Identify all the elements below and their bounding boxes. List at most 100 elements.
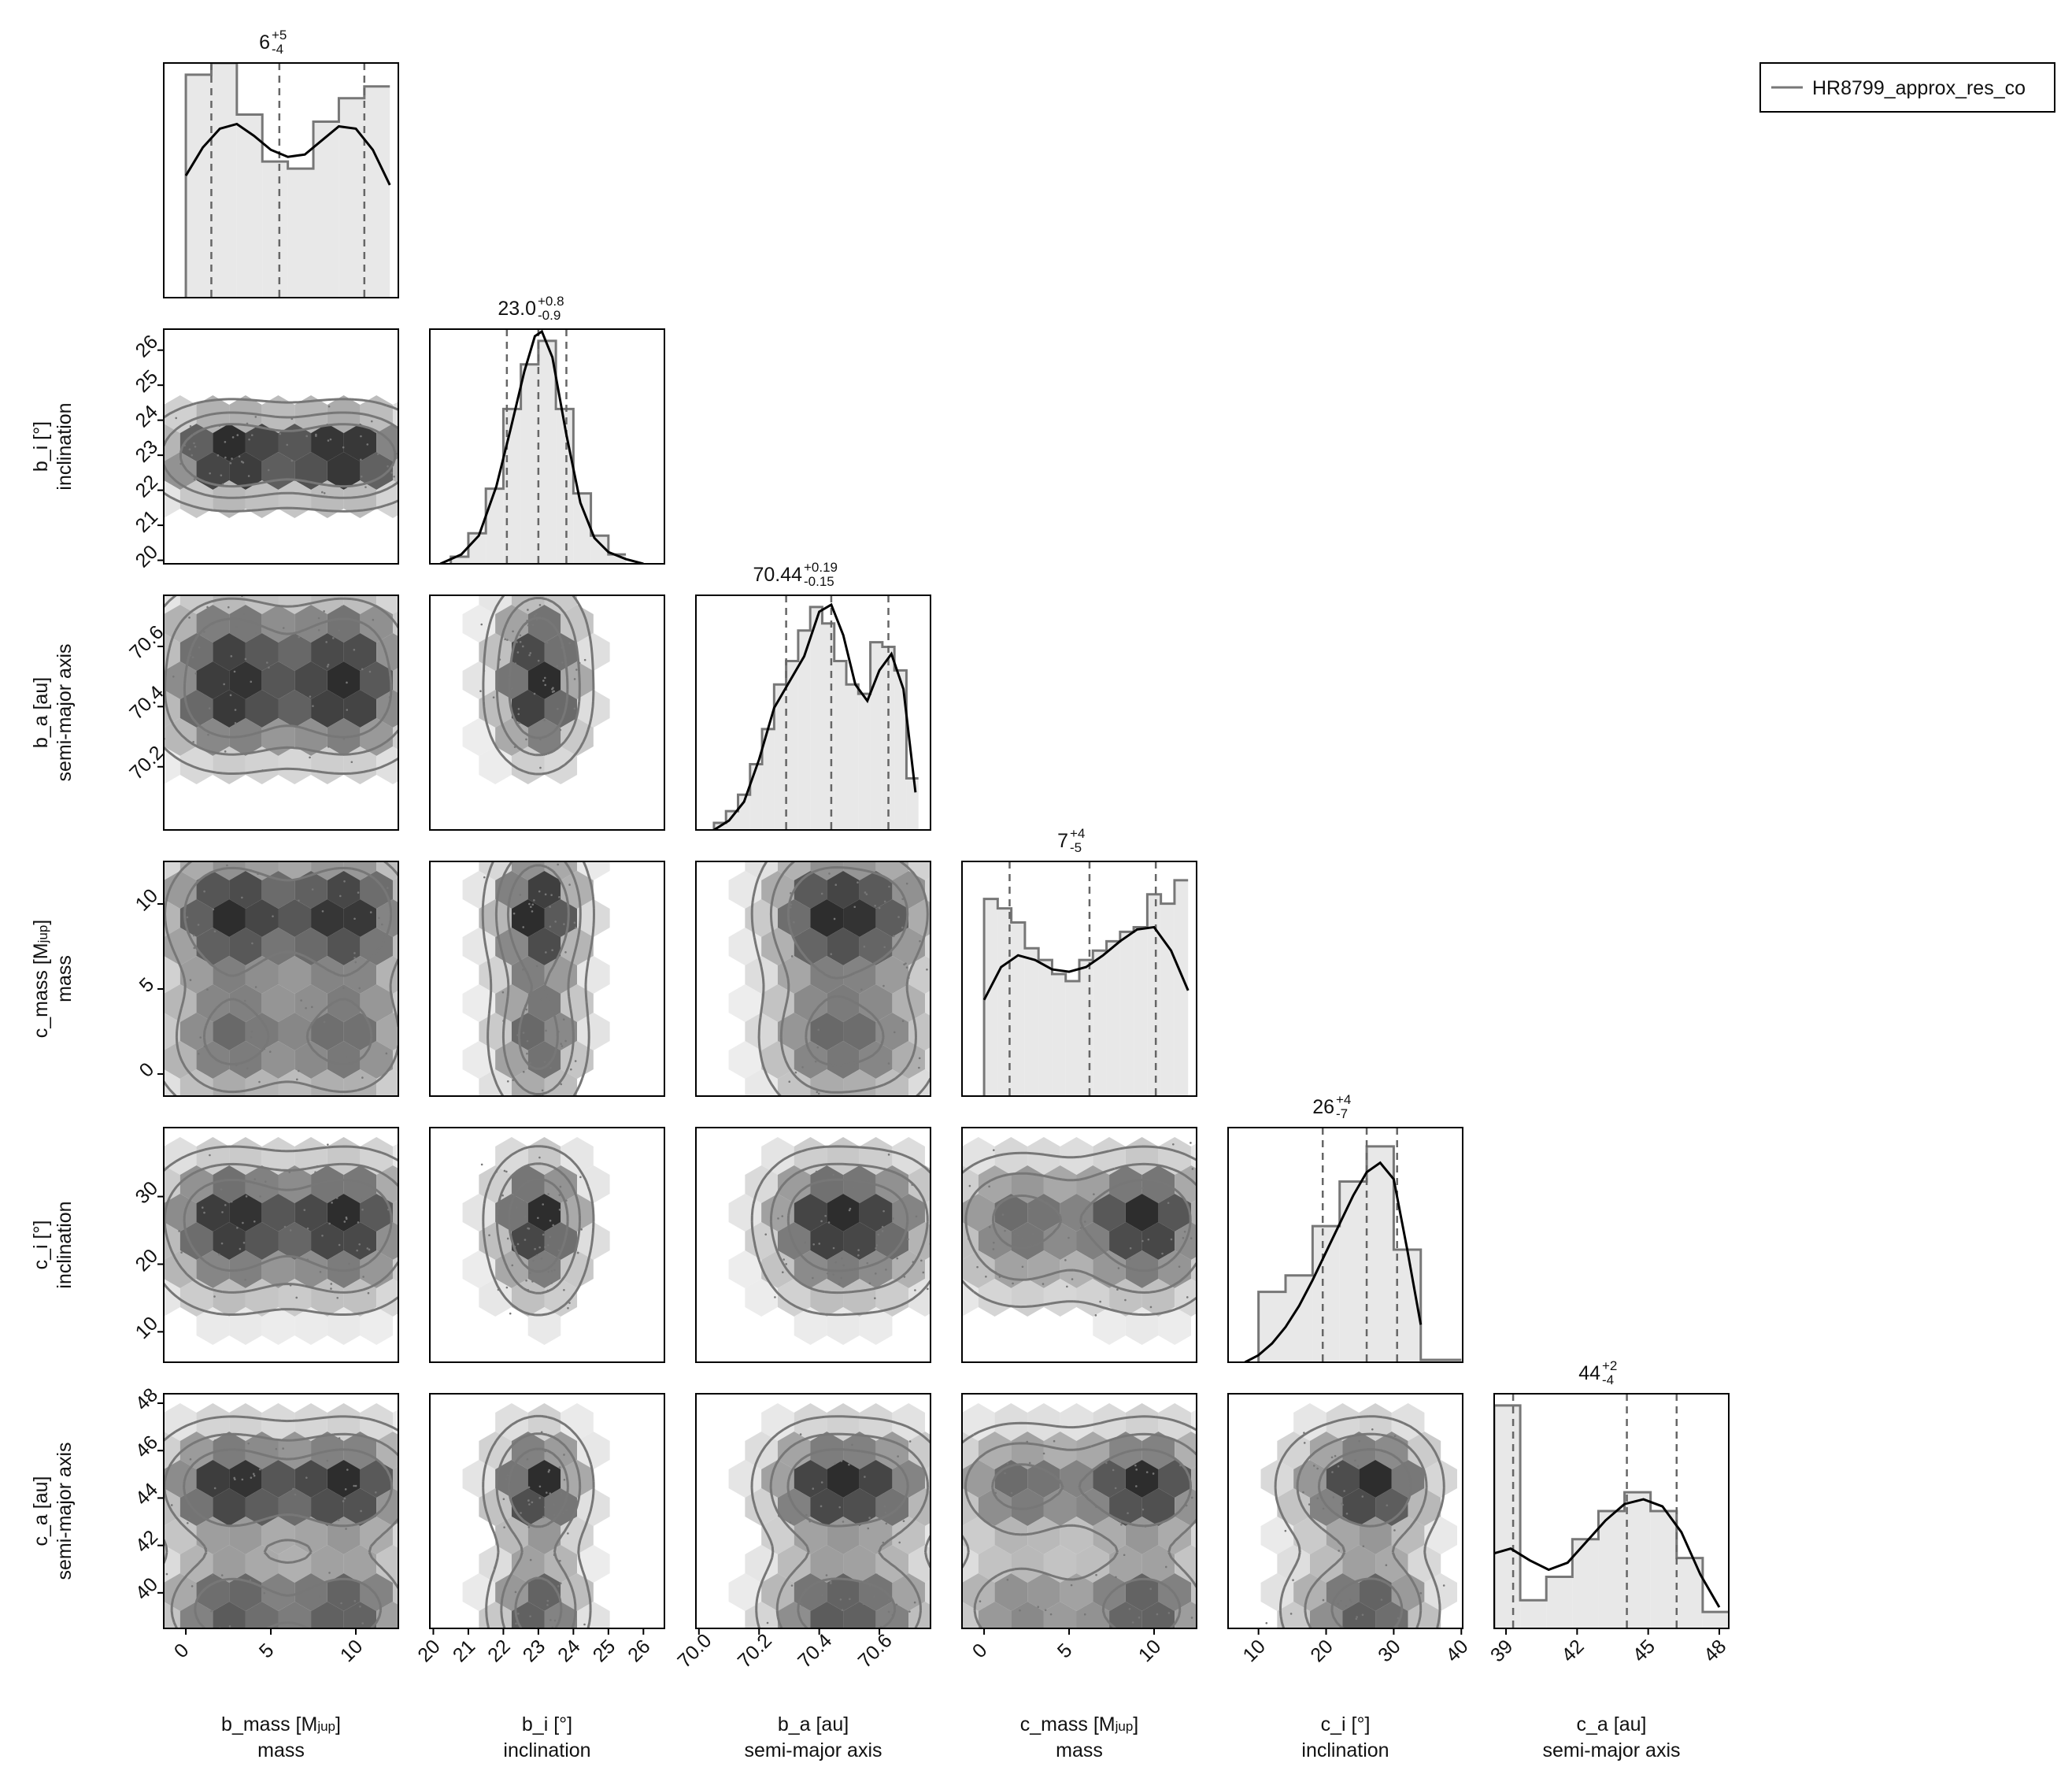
sample-point [919, 939, 921, 943]
hex-bin [311, 1013, 344, 1050]
hex-bin [777, 1069, 811, 1096]
hist-bar [906, 778, 919, 830]
kde-curve [1244, 1161, 1423, 1362]
hex-bin [577, 1602, 610, 1628]
hex-bin [1060, 1403, 1093, 1441]
sample-point [801, 1066, 804, 1069]
hex-bin [179, 690, 213, 728]
hex-bin [196, 1403, 230, 1441]
sample-point [1350, 1600, 1352, 1603]
title-median: 6 [259, 31, 270, 54]
hex-bin [278, 1279, 312, 1317]
x-axis-sublabel: mass [1056, 1739, 1103, 1761]
sample-point [812, 1276, 814, 1280]
sample-point [1334, 1454, 1337, 1458]
sample-point [902, 1520, 905, 1523]
hex-bin [1208, 1545, 1241, 1583]
sample-point [502, 1498, 505, 1501]
hex-bin [994, 1137, 1028, 1175]
hex-bin [843, 1545, 876, 1583]
sample-point [535, 1254, 538, 1257]
sample-point [286, 443, 289, 446]
sample-point [346, 709, 349, 711]
hist-bar [1650, 1511, 1677, 1628]
sample-point [1337, 1602, 1340, 1605]
sample-point [1361, 1495, 1364, 1498]
sample-point [247, 1442, 250, 1445]
sample-point [236, 1227, 239, 1229]
sample-point [343, 1497, 346, 1500]
sample-point [191, 454, 194, 457]
hist-step [982, 879, 1189, 1096]
sample-point [340, 606, 343, 609]
sample-point [563, 923, 565, 925]
sample-point [245, 1195, 248, 1198]
hex-bin [875, 899, 909, 937]
hex-bin [892, 871, 925, 909]
hex-bin [527, 928, 561, 965]
sample-point [368, 1248, 371, 1251]
x-axis-label: c_i [°] [1321, 1713, 1371, 1735]
sample-point [362, 1276, 364, 1278]
sample-point [524, 1200, 527, 1202]
sample-point [782, 1271, 784, 1274]
sample-point [1190, 1496, 1193, 1499]
sample-point [311, 888, 314, 891]
sample-point [838, 1283, 841, 1285]
sample-point [805, 1513, 808, 1517]
sample-point [233, 670, 236, 673]
x-axis-b_a: 70.0 70.2 70.4 70.6b_a [au]semi-major axis [673, 1628, 897, 1761]
sample-point [830, 953, 833, 955]
sample-point [1016, 1234, 1019, 1237]
sample-point [567, 1306, 569, 1309]
panel-frame [163, 328, 399, 565]
hex-bin [544, 1013, 578, 1050]
hex-bin [327, 1307, 361, 1345]
hist-bar [1598, 1511, 1625, 1628]
hex-bin [929, 1517, 962, 1554]
hex-bin [1011, 1488, 1044, 1526]
sample-point [558, 896, 561, 898]
sample-point [540, 1257, 543, 1260]
hex-bin [229, 1460, 262, 1498]
hex-bin [409, 424, 442, 461]
sample-point [221, 1211, 224, 1213]
hex-bin [1277, 1488, 1310, 1526]
sample-point [329, 438, 332, 441]
hex-bin [179, 1432, 213, 1469]
sample-point [361, 668, 364, 671]
hex-bin [278, 1222, 312, 1260]
hex-bin [343, 1069, 377, 1096]
hex-bin [1408, 1545, 1441, 1583]
hist-bar [1134, 927, 1148, 1096]
sample-point [869, 1180, 871, 1183]
sample-point [309, 695, 312, 698]
hex-bin [1109, 1222, 1142, 1260]
sample-point [252, 1472, 255, 1476]
hex-bin [409, 1279, 442, 1317]
sample-point [764, 1233, 768, 1235]
hex-bin [179, 899, 213, 937]
hex-bin [278, 746, 312, 784]
sample-point [282, 627, 285, 629]
hex-bin [875, 1279, 909, 1317]
sample-point [1201, 1482, 1203, 1484]
sample-point [1141, 1187, 1145, 1190]
sample-point [861, 1633, 864, 1635]
sample-point [922, 1271, 925, 1274]
panel-frame [429, 1393, 665, 1629]
title-plus: +5 [272, 28, 287, 43]
sample-point [568, 642, 571, 645]
sample-point [875, 1246, 878, 1250]
sample-point [557, 707, 559, 710]
sample-point [927, 1287, 929, 1291]
sample-point [853, 906, 857, 909]
hex-bin [229, 1307, 262, 1345]
sample-point [249, 1579, 252, 1582]
sample-point [545, 1491, 548, 1494]
hex-bin [179, 746, 213, 784]
title-median: 70.44 [753, 564, 802, 586]
sample-point [896, 1257, 899, 1260]
